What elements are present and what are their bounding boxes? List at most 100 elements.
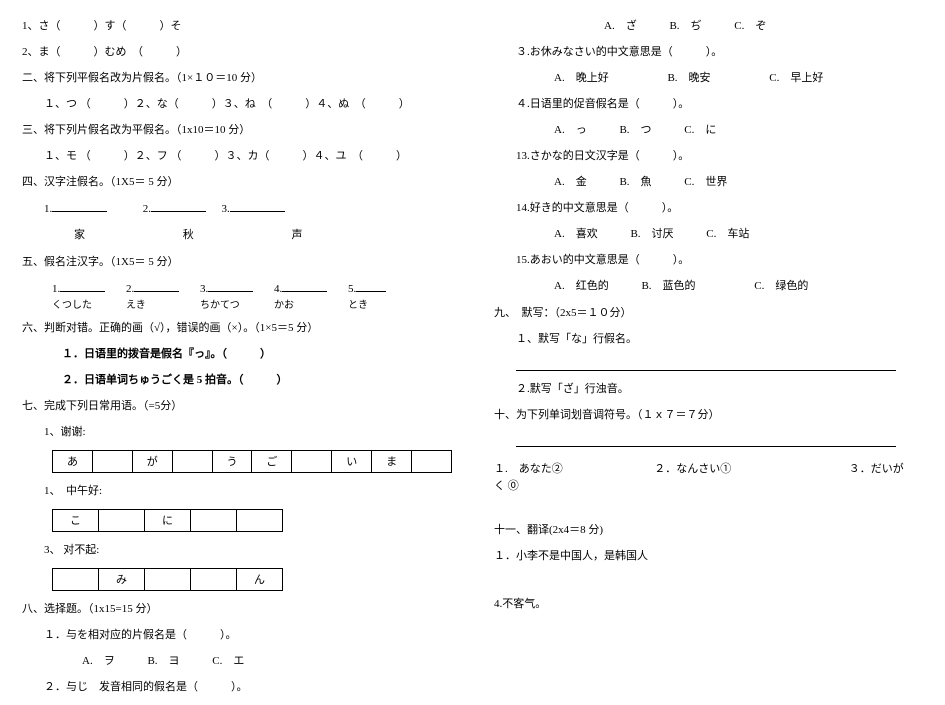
q1-line1: 1、さ（ ）す（ ）そ xyxy=(22,18,452,35)
section7-2-label: 1、 中午好: xyxy=(22,483,452,500)
write-line-1 xyxy=(516,357,896,371)
s5-l1: 1. xyxy=(52,283,60,295)
right-column: A. ざ B. ぢ C. ぞ ３.お休みなさい的中文意思是（ ）。 A. 晚上好… xyxy=(494,18,914,705)
write-line-2 xyxy=(516,433,896,447)
s4-b2-label: 2. xyxy=(143,203,151,215)
cell: ん xyxy=(237,568,283,590)
opt: B. ヨ xyxy=(147,655,179,667)
section3-line1: １、モ （ ）２、フ （ ）３、カ（ ）４、ユ （ ） xyxy=(22,148,452,165)
section7-table1: あ が う ご い ま xyxy=(52,450,452,473)
cell xyxy=(92,450,132,472)
section11-title: 十一、翻译(2x4＝8 分) xyxy=(494,522,914,539)
q3: ３.お休みなさい的中文意思是（ ）。 xyxy=(494,44,914,61)
s4-blank2 xyxy=(151,200,206,212)
opt: B. つ xyxy=(619,124,651,136)
cell xyxy=(53,568,99,590)
q13: 13.さかな的日文汉字是（ ）。 xyxy=(494,148,914,165)
opt: B. 讨厌 xyxy=(630,228,673,240)
section8-q1: １．与を相对应的片假名是（ ）。 xyxy=(22,627,452,644)
section2-title: 二、将下列平假名改为片假名。（1×１０＝10 分） xyxy=(22,70,452,87)
section5-title: 五、假名注汉字。（1X5＝ 5 分） xyxy=(22,254,452,271)
q1-line2: 2、ま（ ）むめ （ ） xyxy=(22,44,452,61)
opt: B. ぢ xyxy=(669,20,701,32)
opt: A. 红色的 xyxy=(554,280,609,292)
s10-b: ２．なんさい① xyxy=(654,463,731,475)
s4-blank1 xyxy=(52,200,107,212)
s5-b4 xyxy=(282,280,327,292)
section7-table2: こ に xyxy=(52,509,283,532)
section7-3-label: 3、 对不起: xyxy=(22,542,452,559)
s5-k3: ちかてつ xyxy=(200,295,274,311)
s5-l3: 3. xyxy=(200,283,208,295)
section8-title: 八、选择题。（1x15=15 分） xyxy=(22,601,452,618)
exam-page: 1、さ（ ）す（ ）そ 2、ま（ ）むめ （ ） 二、将下列平假名改为片假名。（… xyxy=(22,18,923,705)
q2-opts: A. ざ B. ぢ C. ぞ xyxy=(494,18,914,35)
section11-l4: 4.不客气。 xyxy=(494,596,914,613)
opt: A. ざ xyxy=(604,20,637,32)
section10-title: 十、为下列单词划音调符号。（１ｘ７＝７分） xyxy=(494,407,914,424)
cell: あ xyxy=(53,450,93,472)
s10-a: １. あなた② xyxy=(494,463,563,475)
s5-k4: かお xyxy=(274,295,348,311)
cell xyxy=(191,509,237,531)
opt: C. 早上好 xyxy=(769,72,823,84)
left-column: 1、さ（ ）す（ ）そ 2、ま（ ）むめ （ ） 二、将下列平假名改为片假名。（… xyxy=(22,18,452,705)
s5-k1: くつした xyxy=(52,295,126,311)
section6-q2: ２．日语单词ちゅうごく是 5 拍音。（ ） xyxy=(22,372,452,389)
section6-title: 六、判断对错。正确的画（√），错误的画（×）。（1×5＝5 分） xyxy=(22,320,452,337)
section4-blanks: 1. 2. 3. xyxy=(22,200,452,218)
section7-1-label: 1、谢谢: xyxy=(22,424,452,441)
s5-l2: 2. xyxy=(126,283,134,295)
s5-k5: とき xyxy=(348,295,404,311)
q15-opts: A. 红色的 B. 蓝色的 C. 绿色的 xyxy=(494,278,914,295)
kanji-aki: 秋 xyxy=(183,227,289,244)
opt: C. ぞ xyxy=(734,20,766,32)
section11-l1: １．小李不是中国人，是韩国人 xyxy=(494,548,914,565)
cell: み xyxy=(99,568,145,590)
s5-b3 xyxy=(208,280,253,292)
cell: こ xyxy=(53,509,99,531)
cell xyxy=(237,509,283,531)
section8-q2: ２．与じ 发音相同的假名是（ ）。 xyxy=(22,679,452,696)
section4-kanji: 家 秋 声 xyxy=(22,227,452,244)
cell xyxy=(412,450,452,472)
opt: B. 晚安 xyxy=(667,72,710,84)
opt: B. 蓝色的 xyxy=(641,280,695,292)
s4-b3-label: 3. xyxy=(222,203,230,215)
section7-title: 七、完成下列日常用语。（=5分） xyxy=(22,398,452,415)
cell: い xyxy=(332,450,372,472)
opt: C. 世界 xyxy=(684,176,727,188)
section9-l2: ２.默写「ざ」行浊音。 xyxy=(494,381,914,398)
section5-row: 1. くつした 2. えき 3. ちかてつ 4. かお 5. とき xyxy=(22,280,452,311)
opt: C. 绿色的 xyxy=(754,280,808,292)
cell xyxy=(292,450,332,472)
section3-title: 三、将下列片假名改为平假名。（1x10＝10 分） xyxy=(22,122,452,139)
kanji-ie: 家 xyxy=(74,227,180,244)
cell: ま xyxy=(372,450,412,472)
opt: C. 车站 xyxy=(706,228,749,240)
s5-b1 xyxy=(60,280,105,292)
cell xyxy=(172,450,212,472)
cell xyxy=(99,509,145,531)
opt: A. っ xyxy=(554,124,587,136)
q15: 15.あおい的中文意思是（ ）。 xyxy=(494,252,914,269)
section2-line1: １、つ （ ）２、な（ ）３、ね （ ）４、ぬ （ ） xyxy=(22,96,452,113)
cell xyxy=(145,568,191,590)
section4-title: 四、汉字注假名。（1X5＝ 5 分） xyxy=(22,174,452,191)
q14-opts: A. 喜欢 B. 讨厌 C. 车站 xyxy=(494,226,914,243)
section6-q1: １．日语里的拨音是假名『っ』。（ ） xyxy=(22,346,452,363)
s5-l4: 4. xyxy=(274,283,282,295)
q4-opts: A. っ B. つ C. に xyxy=(494,122,914,139)
opt: A. 晚上好 xyxy=(554,72,609,84)
q13-opts: A. 金 B. 魚 C. 世界 xyxy=(494,174,914,191)
cell: が xyxy=(132,450,172,472)
opt: A. 金 xyxy=(554,176,587,188)
cell: う xyxy=(212,450,252,472)
section9-title: 九、 默写：（2x5＝１０分） xyxy=(494,305,914,322)
section10-items: １. あなた② ２．なんさい① ３．だいがく ⓪ xyxy=(494,461,914,495)
q14: 14.好き的中文意思是（ ）。 xyxy=(494,200,914,217)
cell xyxy=(191,568,237,590)
q3-opts: A. 晚上好 B. 晚安 C. 早上好 xyxy=(494,70,914,87)
s5-b2 xyxy=(134,280,179,292)
s5-b5 xyxy=(356,280,386,292)
